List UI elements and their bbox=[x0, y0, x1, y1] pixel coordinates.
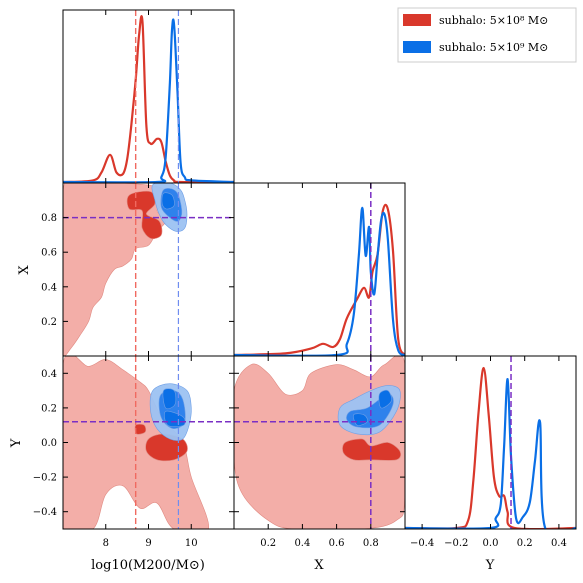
contour-logM_Y-blue-inner bbox=[162, 388, 177, 410]
legend: subhalo: 5×10⁸ M⊙ subhalo: 5×10⁹ M⊙ bbox=[397, 7, 577, 63]
y-tick-label-Y: −0.2 bbox=[33, 473, 57, 484]
marginal-logM-red-line bbox=[63, 15, 234, 183]
x-axis-label-X: X bbox=[314, 558, 324, 573]
x-tick-label-X: 0.6 bbox=[329, 538, 345, 549]
x-tick-label-Y: 0.2 bbox=[517, 538, 533, 549]
panel-logM-Y-contours bbox=[62, 355, 235, 530]
x-tick-label-X: 0.2 bbox=[260, 538, 276, 549]
tick-layer: 8 9 10 0.2 0.4 0.6 0.8 −0.4 −0.2 0.0 0.2 0.4 0.2 0.4 0… bbox=[33, 10, 567, 549]
y-tick-label-Y: −0.4 bbox=[33, 507, 57, 518]
legend-label-blue: subhalo: 5×10⁹ M⊙ bbox=[439, 41, 548, 54]
contour-X_Y-red-outer bbox=[234, 356, 405, 529]
contour-logM_Y-red-inner_small bbox=[134, 423, 147, 435]
legend-swatch-blue bbox=[403, 41, 431, 53]
x-axis-label-logM: log10(M200/M⊙) bbox=[91, 558, 205, 573]
contour-X_Y-red-inner bbox=[342, 438, 401, 461]
x-tick-label-logM: 10 bbox=[185, 538, 198, 549]
y-tick-label-Y: 0.2 bbox=[41, 403, 57, 414]
y-tick-label-Y: 0.0 bbox=[41, 438, 57, 449]
x-axis-label-Y: Y bbox=[485, 558, 495, 573]
y-axis-label-X: X bbox=[17, 265, 32, 275]
y-axis-label-Y: Y bbox=[9, 438, 24, 448]
y-tick-label-X: 0.2 bbox=[41, 317, 57, 328]
x-tick-label-X: 0.4 bbox=[294, 538, 310, 549]
panel-logM-X-contours bbox=[62, 182, 235, 357]
panel-logM-marginal bbox=[62, 9, 235, 184]
panel-X-marginal bbox=[233, 182, 406, 357]
marginal-Y-blue-line bbox=[405, 378, 576, 529]
x-tick-label-Y: −0.4 bbox=[410, 538, 434, 549]
x-tick-label-Y: −0.2 bbox=[444, 538, 468, 549]
marginal-X-red-line bbox=[234, 203, 405, 356]
marginal-X-blue-line bbox=[234, 206, 405, 356]
marginal-Y-red-line bbox=[405, 366, 576, 529]
contour-X_Y-blue-inner2 bbox=[378, 389, 392, 409]
y-tick-label-Y: 0.4 bbox=[41, 369, 57, 380]
axis-labels: log10(M200/M⊙) X Y X Y bbox=[9, 265, 495, 573]
y-tick-label-X: 0.4 bbox=[41, 282, 57, 293]
panel-Y-marginal bbox=[404, 355, 577, 530]
legend-swatch-red bbox=[403, 14, 431, 26]
contour-X_Y-blue-inner bbox=[353, 413, 368, 426]
contour-logM_X-blue-inner bbox=[161, 192, 175, 210]
panel-X-Y-contours bbox=[233, 355, 406, 530]
x-tick-label-Y: 0.0 bbox=[483, 538, 499, 549]
x-tick-label-logM: 8 bbox=[103, 538, 109, 549]
x-tick-label-X: 0.8 bbox=[363, 538, 379, 549]
y-tick-label-X: 0.6 bbox=[41, 248, 57, 259]
legend-label-red: subhalo: 5×10⁸ M⊙ bbox=[439, 14, 548, 27]
marginal-logM-blue-line bbox=[63, 18, 234, 183]
y-tick-label-X: 0.8 bbox=[41, 213, 57, 224]
panel-frame bbox=[62, 9, 235, 184]
x-tick-label-logM: 9 bbox=[145, 538, 151, 549]
x-tick-label-Y: 0.4 bbox=[551, 538, 567, 549]
panel-frame bbox=[233, 182, 406, 357]
